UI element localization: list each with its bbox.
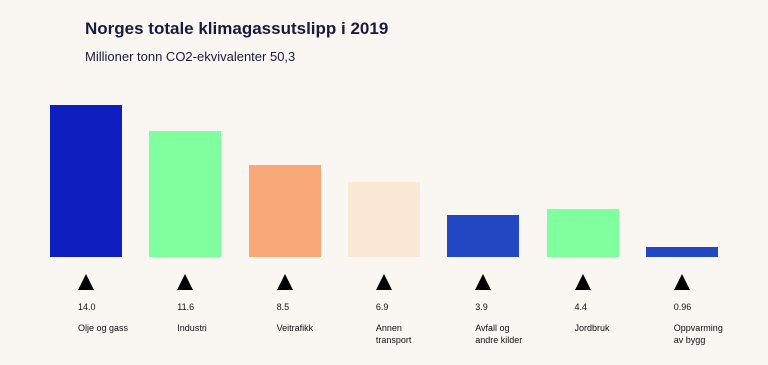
category-label: Avfall og andre kilder: [475, 323, 523, 345]
arrow-icon: [673, 274, 690, 290]
arrow-icon: [475, 274, 492, 290]
arrow-icon: [78, 274, 94, 290]
bar: [546, 209, 619, 257]
value-label: 3.9: [475, 302, 488, 312]
value-label: 4.4: [574, 302, 588, 312]
category-label: Veitrafikk: [276, 323, 314, 333]
bar: [347, 182, 420, 257]
category-label: Annen transport: [375, 323, 412, 345]
category-label: Jordbruk: [574, 323, 610, 333]
bar: [50, 104, 122, 257]
arrow-icon: [375, 274, 392, 290]
chart-title: Norges totale klimagassutslipp i 2019: [85, 19, 389, 38]
value-label: 14.0: [78, 302, 96, 312]
value-label: 0.96: [673, 302, 692, 312]
arrow-icon: [177, 274, 194, 290]
category-label: Oppvarming av bygg: [673, 323, 723, 345]
bar: [248, 164, 321, 257]
arrow-icon: [574, 274, 591, 290]
category-label: Industri: [177, 323, 207, 333]
bar: [149, 131, 222, 257]
value-label: 6.9: [375, 302, 389, 312]
arrow-icon: [276, 274, 293, 290]
value-label: 8.5: [276, 302, 290, 312]
category-label: Olje og gass: [78, 323, 129, 333]
bar: [645, 246, 718, 257]
chart-subtitle: Millioner tonn CO2-ekvivalenter 50,3: [85, 49, 296, 64]
bar: [447, 214, 520, 257]
value-label: 11.6: [177, 302, 195, 312]
